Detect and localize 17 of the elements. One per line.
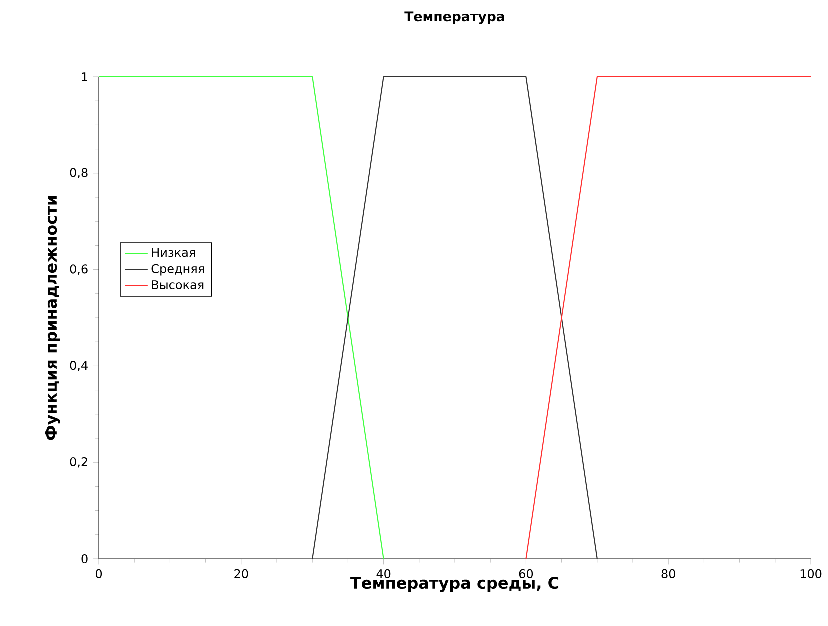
y-tick-label: 1 (82, 72, 88, 82)
x-tick-label: 100 (800, 569, 822, 578)
chart-title: Температура (404, 12, 504, 24)
y-tick-label: 0,8 (70, 168, 88, 179)
y-axis-title: Функция принадлежности (45, 196, 60, 440)
y-tick-label: 0,2 (70, 457, 88, 468)
y-tick-label: 0,6 (70, 264, 88, 275)
x-tick-label: 20 (234, 569, 248, 578)
x-tick-label: 60 (519, 569, 534, 578)
legend-label: Средняя (152, 264, 204, 276)
x-tick-label: 0 (96, 569, 102, 578)
y-tick-label: 0,4 (70, 361, 88, 372)
y-tick-label: 0 (82, 554, 88, 564)
legend-label: Низкая (152, 248, 196, 258)
legend-label: Высокая (152, 280, 204, 290)
x-tick-label: 40 (376, 569, 391, 578)
x-tick-label: 80 (662, 569, 676, 578)
